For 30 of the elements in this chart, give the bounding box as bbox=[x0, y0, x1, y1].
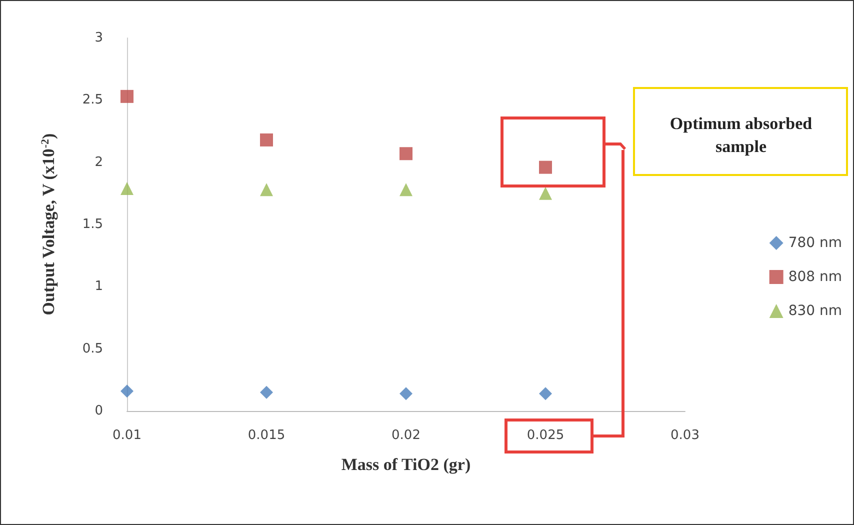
point bbox=[260, 386, 273, 399]
x-tick-label: 0.025 bbox=[526, 428, 564, 443]
legend-label: 780 nm bbox=[788, 235, 842, 251]
point bbox=[539, 387, 552, 400]
point bbox=[260, 183, 273, 196]
y-axis-title: Output Voltage, V (x10-2) bbox=[39, 133, 58, 316]
point bbox=[400, 387, 412, 400]
point bbox=[400, 183, 412, 196]
y-tick-label: 1 bbox=[94, 279, 103, 294]
point bbox=[539, 186, 552, 200]
point bbox=[120, 384, 134, 398]
x-axis-title: Mass of TiO2 (gr) bbox=[341, 455, 471, 474]
x-tick-label: 0.02 bbox=[392, 428, 420, 443]
x-tick-label: 0.015 bbox=[248, 428, 286, 443]
point bbox=[260, 133, 273, 146]
y-tick-label: 0.5 bbox=[82, 341, 103, 356]
y-tick-label: 1.5 bbox=[82, 217, 103, 232]
y-tick-label: 2 bbox=[94, 154, 103, 170]
legend-label: 830 nm bbox=[788, 303, 842, 319]
point bbox=[400, 147, 412, 160]
point bbox=[539, 160, 552, 174]
y-tick-label: 3 bbox=[94, 30, 103, 46]
y-tick-label: 0 bbox=[94, 404, 103, 418]
x-tick-label: 0.01 bbox=[112, 428, 142, 443]
point bbox=[120, 90, 134, 103]
point bbox=[120, 182, 134, 195]
x-tick-label: 0.03 bbox=[670, 428, 700, 443]
y-tick-label: 2.5 bbox=[82, 92, 103, 108]
annotation: Optimum absorbed sample bbox=[668, 113, 814, 158]
legend-label: 808 nm bbox=[788, 269, 842, 285]
